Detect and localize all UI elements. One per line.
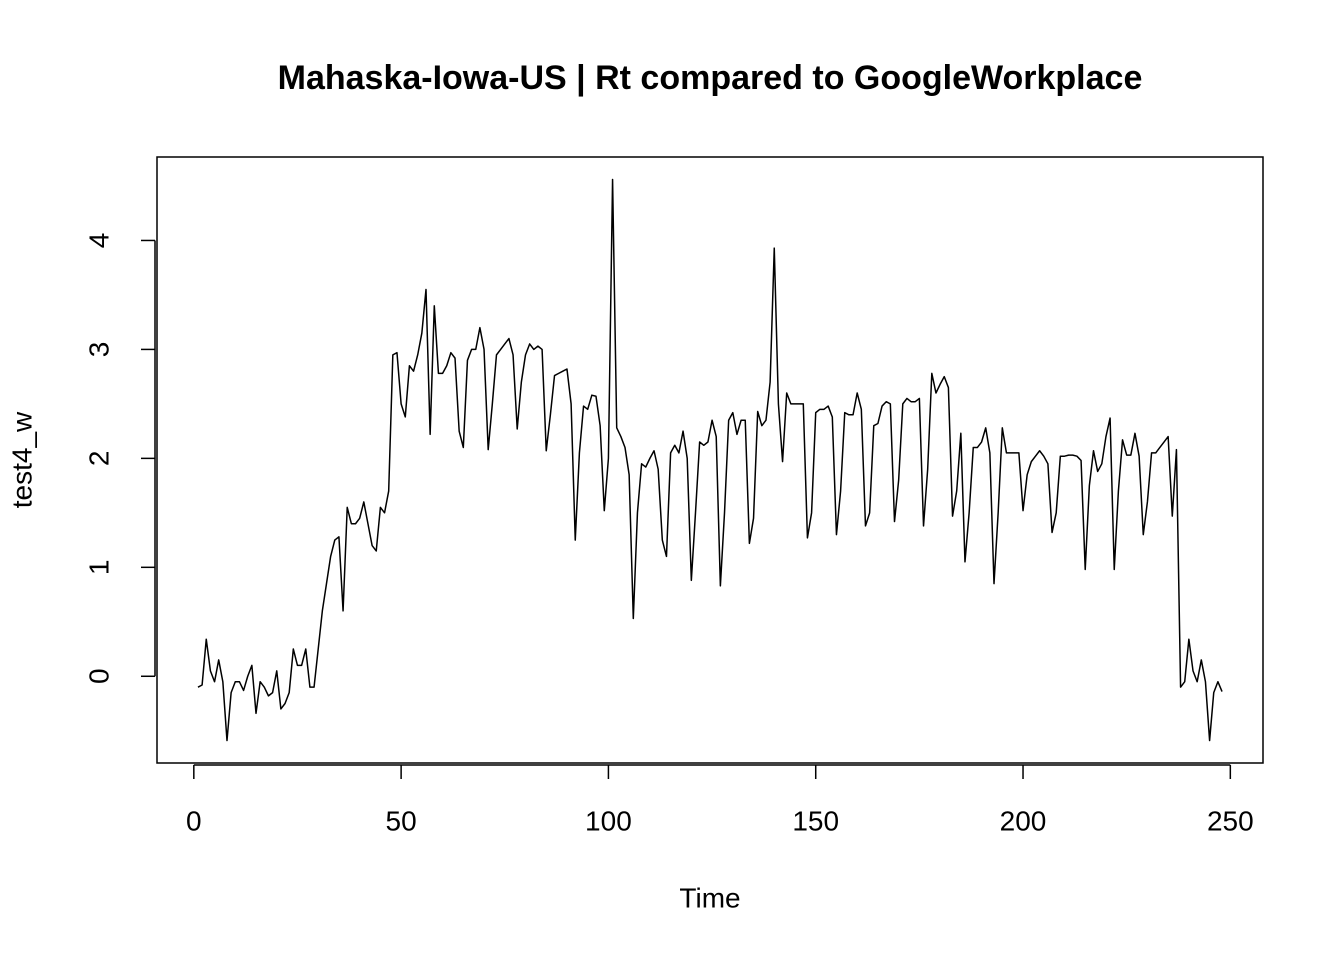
plot-frame <box>156 156 1264 764</box>
y-tick-label: 1 <box>83 560 114 576</box>
y-tick-label: 3 <box>83 342 114 358</box>
x-tick-label: 250 <box>1207 805 1254 836</box>
x-tick-label: 100 <box>585 805 632 836</box>
y-tick-label: 2 <box>83 451 114 467</box>
x-tick-label: 50 <box>386 805 417 836</box>
y-axis-label: test4_w <box>6 411 37 508</box>
x-axis-label: Time <box>679 882 740 913</box>
y-tick-label: 0 <box>83 668 114 684</box>
x-tick-label: 150 <box>792 805 839 836</box>
y-tick-label: 4 <box>83 233 114 249</box>
chart-title: Mahaska-Iowa-US | Rt compared to GoogleW… <box>278 59 1143 97</box>
x-tick-label: 0 <box>186 805 202 836</box>
data-line <box>197 178 1223 742</box>
x-tick-label: 200 <box>1000 805 1047 836</box>
